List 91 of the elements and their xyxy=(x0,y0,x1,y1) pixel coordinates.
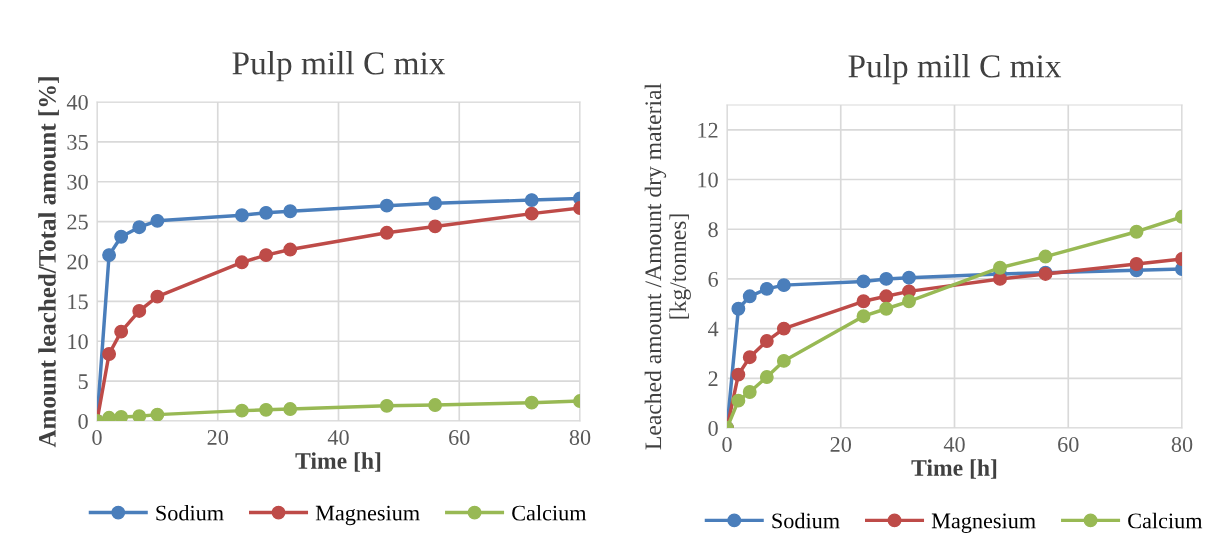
point xyxy=(776,353,791,368)
x-axis-title: Time [h] xyxy=(911,459,997,479)
point xyxy=(132,303,147,318)
x-tick-label: 60 xyxy=(1058,436,1079,452)
point xyxy=(234,255,249,270)
point xyxy=(114,229,129,244)
point xyxy=(259,402,273,417)
point xyxy=(879,271,894,286)
point xyxy=(993,271,1007,286)
x-tick-label: 0 xyxy=(92,429,102,445)
x-tick-label: 0 xyxy=(722,436,732,452)
x-tick-label: 60 xyxy=(449,429,470,445)
y-tick-label: 35 xyxy=(67,134,88,150)
y-tick-label: 8 xyxy=(708,222,718,238)
point xyxy=(524,193,539,208)
point xyxy=(742,350,757,365)
point xyxy=(856,274,871,289)
point xyxy=(776,321,791,336)
legend-label: Sodium xyxy=(156,504,224,521)
point xyxy=(114,410,129,421)
point xyxy=(742,289,757,304)
y-tick-label: 5 xyxy=(78,374,88,390)
point xyxy=(902,270,916,285)
chart-title: Pulp mill C mix xyxy=(232,51,446,82)
point xyxy=(742,385,757,399)
point xyxy=(879,289,894,304)
y-tick-label: 0 xyxy=(78,413,88,429)
point xyxy=(759,281,774,296)
point xyxy=(102,248,117,263)
legend-label: Calcium xyxy=(512,504,587,521)
point xyxy=(776,278,791,293)
x-axis-title: Time [h] xyxy=(295,452,381,472)
point xyxy=(150,407,165,421)
point xyxy=(993,260,1007,275)
point xyxy=(1129,257,1144,271)
point xyxy=(524,206,539,221)
point xyxy=(379,398,394,413)
x-tick-label: 20 xyxy=(830,436,852,452)
x-tick-label: 80 xyxy=(1171,436,1193,452)
point xyxy=(428,398,443,412)
x-tick-label: 80 xyxy=(569,429,591,445)
y-tick-label: 12 xyxy=(698,122,718,138)
point xyxy=(150,213,165,228)
point xyxy=(234,208,249,223)
y-tick-label: 25 xyxy=(67,214,88,230)
x-tick-label: 40 xyxy=(327,429,349,445)
point xyxy=(132,220,147,235)
legend-label: Magnesium xyxy=(931,513,1036,533)
y-tick-label: 4 xyxy=(707,321,719,337)
point xyxy=(524,395,539,410)
legend-label: Sodium xyxy=(772,512,840,529)
y-tick-label: 20 xyxy=(67,254,88,270)
point xyxy=(150,289,165,304)
y-tick-label: 30 xyxy=(67,174,88,190)
point xyxy=(759,334,774,348)
y-tick-label: 40 xyxy=(66,94,88,110)
point xyxy=(379,225,394,240)
point xyxy=(731,367,746,382)
point xyxy=(132,409,147,421)
point xyxy=(1129,224,1144,239)
legend-label: Magnesium xyxy=(315,505,420,526)
point xyxy=(1038,249,1053,264)
point xyxy=(234,403,249,418)
y-tick-label: 10 xyxy=(698,172,718,188)
chart-title: Pulp mill C mix xyxy=(848,54,1062,85)
point xyxy=(379,198,394,213)
y-tick-label: 6 xyxy=(708,271,718,287)
point xyxy=(879,301,894,316)
point xyxy=(102,347,117,361)
y-axis-title: Amount leached/Total amount [%] xyxy=(38,77,59,448)
x-tick-label: 20 xyxy=(207,429,229,445)
y-tick-label: 10 xyxy=(68,334,88,350)
point xyxy=(759,370,774,385)
point xyxy=(283,242,298,257)
point xyxy=(428,219,443,234)
point xyxy=(731,301,746,316)
point xyxy=(856,309,871,324)
y-axis-title: Leached amount /Amount dry material [kg/tonnes] xyxy=(644,83,691,450)
point xyxy=(283,204,298,219)
y-tick-label: 2 xyxy=(708,371,718,387)
point xyxy=(428,196,443,211)
point xyxy=(283,402,298,416)
point xyxy=(731,393,746,408)
point xyxy=(856,294,871,309)
x-tick-label: 40 xyxy=(943,436,965,452)
legend-label: Calcium xyxy=(1128,512,1203,529)
point xyxy=(259,248,273,263)
point xyxy=(259,205,273,220)
y-tick-label: 15 xyxy=(68,294,88,310)
point xyxy=(114,324,129,339)
point xyxy=(902,294,916,309)
